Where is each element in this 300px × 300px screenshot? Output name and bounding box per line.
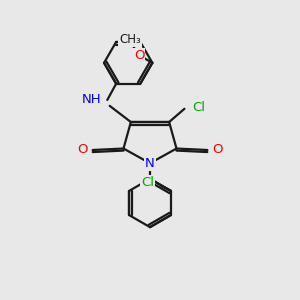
Text: Cl: Cl (193, 101, 206, 114)
Text: O: O (212, 143, 222, 157)
Text: N: N (145, 157, 155, 170)
Text: NH: NH (82, 93, 101, 106)
Text: Cl: Cl (141, 176, 154, 189)
Text: O: O (134, 49, 144, 62)
Text: CH₃: CH₃ (119, 33, 141, 46)
Text: O: O (78, 143, 88, 157)
